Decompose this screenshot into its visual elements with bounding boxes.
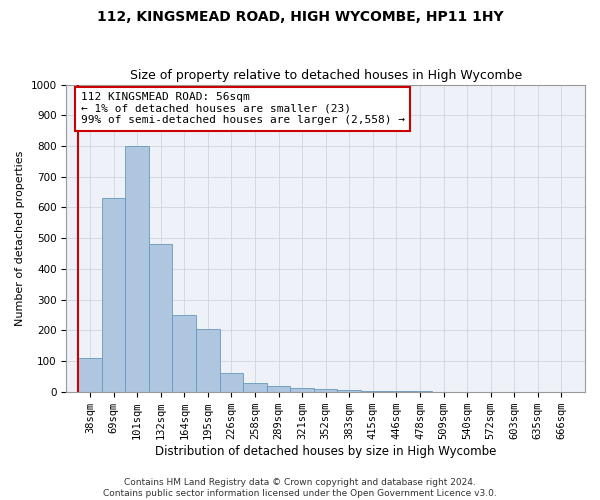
- Bar: [267, 386, 290, 392]
- Bar: [78, 358, 102, 392]
- Text: Contains HM Land Registry data © Crown copyright and database right 2024.
Contai: Contains HM Land Registry data © Crown c…: [103, 478, 497, 498]
- Bar: [149, 244, 172, 392]
- Bar: [196, 329, 220, 392]
- Bar: [290, 388, 314, 392]
- Bar: [102, 198, 125, 392]
- Bar: [125, 146, 149, 392]
- Bar: [337, 390, 361, 392]
- Bar: [172, 315, 196, 392]
- X-axis label: Distribution of detached houses by size in High Wycombe: Distribution of detached houses by size …: [155, 444, 496, 458]
- Bar: [243, 384, 267, 392]
- Bar: [361, 391, 385, 392]
- Title: Size of property relative to detached houses in High Wycombe: Size of property relative to detached ho…: [130, 69, 522, 82]
- Y-axis label: Number of detached properties: Number of detached properties: [15, 150, 25, 326]
- Text: 112, KINGSMEAD ROAD, HIGH WYCOMBE, HP11 1HY: 112, KINGSMEAD ROAD, HIGH WYCOMBE, HP11 …: [97, 10, 503, 24]
- Bar: [220, 374, 243, 392]
- Bar: [314, 388, 337, 392]
- Text: 112 KINGSMEAD ROAD: 56sqm
← 1% of detached houses are smaller (23)
99% of semi-d: 112 KINGSMEAD ROAD: 56sqm ← 1% of detach…: [80, 92, 404, 126]
